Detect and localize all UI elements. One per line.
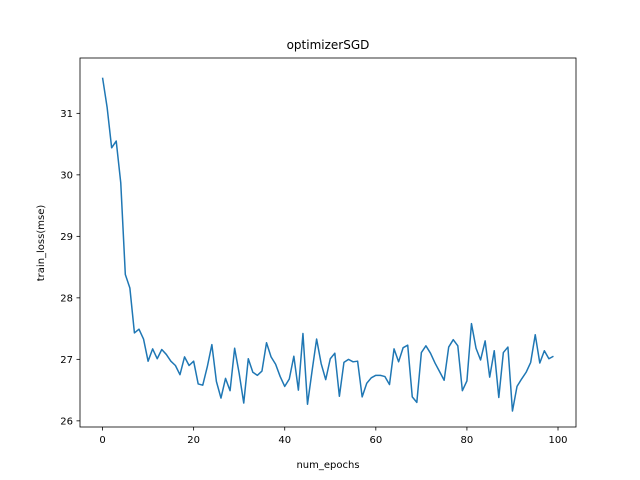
y-axis-label: train_loss(mse) <box>36 205 47 282</box>
y-tick-label: 26 <box>60 416 73 427</box>
x-tick-label: 0 <box>99 435 105 446</box>
y-tick-label: 31 <box>60 109 73 120</box>
x-tick-label: 60 <box>369 435 382 446</box>
x-tick-label: 40 <box>278 435 291 446</box>
x-axis-label: num_epochs <box>296 460 359 471</box>
plot-area <box>79 57 577 428</box>
chart-title: optimizerSGD <box>287 38 370 52</box>
y-tick-label: 29 <box>60 232 73 243</box>
x-tick-label: 80 <box>461 435 474 446</box>
plot-frame <box>79 57 577 428</box>
series-line-0 <box>101 77 554 412</box>
y-tick-label: 28 <box>60 293 73 304</box>
y-tick-label: 27 <box>60 355 73 366</box>
x-tick-label: 100 <box>548 435 567 446</box>
x-tick-label: 20 <box>187 435 200 446</box>
axis-ticks: 0 20 40 60 80 100 26 27 28 29 30 31 <box>60 109 567 446</box>
y-tick-label: 30 <box>60 170 73 181</box>
